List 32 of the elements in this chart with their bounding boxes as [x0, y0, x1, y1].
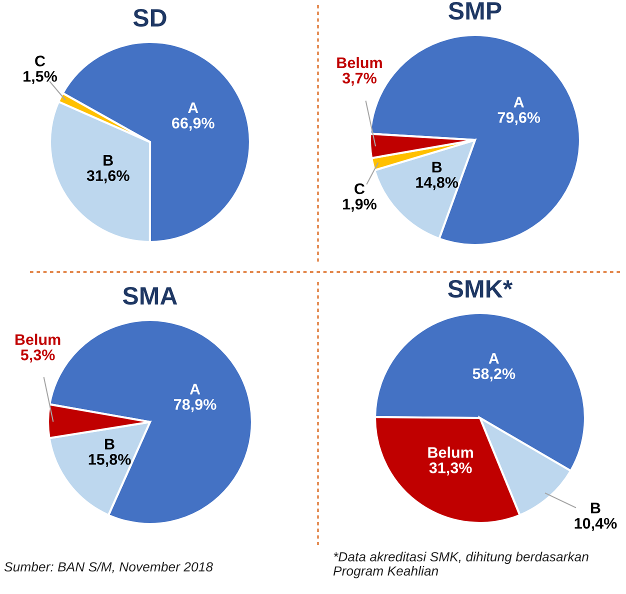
data-label: 31,6%	[86, 170, 130, 184]
data-label: 14,8%	[416, 177, 458, 190]
chart-title: SD	[133, 9, 166, 27]
data-label: 79,6%	[498, 112, 540, 126]
text: *Data akreditasi SMK, dihitung berdasarkan Program Keahlian	[333, 552, 588, 578]
slice-label: B	[432, 162, 442, 172]
chart-title: SMP	[448, 2, 502, 20]
slice-label: Belum	[428, 446, 473, 458]
data-label: 15,8%	[88, 454, 131, 468]
data-label: 10,4%	[574, 518, 617, 531]
slice-label: B	[591, 502, 600, 514]
data-label: 1,9%	[343, 198, 377, 212]
slice-label: C	[354, 183, 365, 194]
slice-label: Belum	[15, 334, 60, 345]
slice-label: B	[105, 438, 114, 450]
text: Sumber: BAN S/M, November 2018	[4, 562, 213, 574]
data-label: 3,7%	[342, 72, 377, 86]
data-label: 58,2%	[472, 368, 516, 382]
data-label: 66,9%	[172, 118, 214, 131]
chart-title: SMK*	[448, 280, 513, 298]
data-label: 5,3%	[20, 350, 55, 363]
slice-label: Belum	[337, 56, 382, 68]
slice-label: A	[514, 96, 524, 108]
slice-label: A	[190, 384, 200, 394]
data-label: 78,9%	[174, 399, 216, 412]
data-label: 31,3%	[429, 462, 472, 476]
slice-label: A	[188, 102, 198, 113]
chart-title: SMA	[122, 287, 178, 305]
slice-label: B	[104, 155, 113, 166]
slice-label: C	[35, 56, 46, 66]
slice-label: A	[488, 353, 500, 364]
data-label: 1,5%	[24, 70, 58, 84]
